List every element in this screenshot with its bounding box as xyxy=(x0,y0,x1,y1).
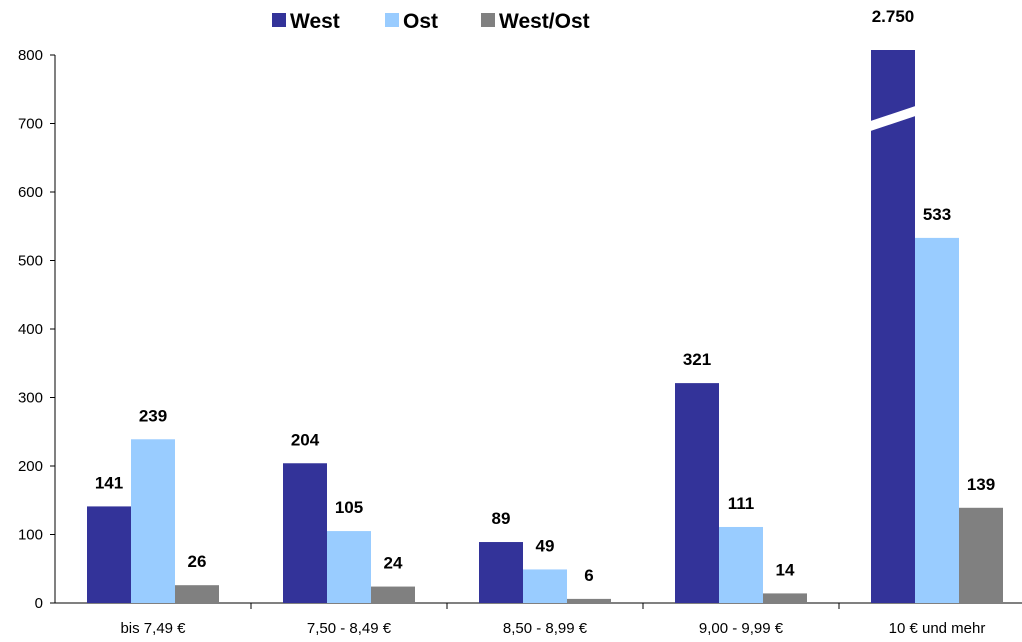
y-tick-label: 300 xyxy=(18,390,43,407)
x-tick-label: 10 € und mehr xyxy=(889,620,986,637)
data-label: 105 xyxy=(335,498,363,517)
data-label: 2.750 xyxy=(872,7,915,26)
data-label: 6 xyxy=(584,566,593,585)
y-tick-label: 200 xyxy=(18,458,43,475)
data-label: 49 xyxy=(536,536,555,555)
data-label: 89 xyxy=(492,509,511,528)
bar-ost xyxy=(327,531,371,603)
data-label: 239 xyxy=(139,406,167,425)
bar-west-ost xyxy=(763,593,807,603)
data-label: 141 xyxy=(95,473,123,492)
bar-west xyxy=(675,383,719,603)
bar-west xyxy=(283,463,327,603)
y-tick-label: 0 xyxy=(35,595,43,612)
data-labels: 141 239 26 204 105 24 89 49 6 321 111 14 2.750 533 139 xyxy=(95,7,995,585)
bar-ost xyxy=(523,569,567,603)
legend-swatch xyxy=(481,13,495,27)
bars xyxy=(87,50,1003,603)
legend-swatch xyxy=(385,13,399,27)
y-tick-label: 500 xyxy=(18,253,43,270)
bar-west xyxy=(871,50,915,603)
y-tick-label: 700 xyxy=(18,116,43,133)
y-tick-label: 400 xyxy=(18,321,43,338)
data-label: 111 xyxy=(728,494,755,513)
legend-label: West/Ost xyxy=(499,10,590,33)
x-axis: bis 7,49 € 7,50 - 8,49 € 8,50 - 8,99 € 9,00… xyxy=(55,602,1022,637)
y-tick-label: 800 xyxy=(18,47,43,64)
data-label: 24 xyxy=(384,554,403,573)
x-tick-label: 7,50 - 8,49 € xyxy=(307,620,392,637)
legend-label: West xyxy=(290,10,340,33)
bar-west-ost xyxy=(371,586,415,603)
x-tick-label: 9,00 - 9,99 € xyxy=(699,620,784,637)
data-label: 321 xyxy=(683,350,711,369)
y-tick-label: 100 xyxy=(18,527,43,544)
legend-label: Ost xyxy=(403,10,438,33)
bar-ost xyxy=(915,237,959,603)
y-tick-label: 600 xyxy=(18,184,43,201)
data-label: 26 xyxy=(188,552,207,571)
x-tick-label: bis 7,49 € xyxy=(120,620,186,637)
bar-west-ost xyxy=(959,507,1003,603)
bar-ost xyxy=(719,526,763,603)
legend-swatch xyxy=(272,13,286,27)
data-label: 204 xyxy=(291,430,320,449)
data-label: 533 xyxy=(923,205,951,224)
data-label: 14 xyxy=(776,560,795,579)
x-tick-label: 8,50 - 8,99 € xyxy=(503,620,588,637)
bar-west-ost xyxy=(567,598,611,603)
y-axis: 0 100 200 300 400 500 600 700 800 xyxy=(18,47,56,612)
bar-west xyxy=(479,542,523,603)
bar-ost xyxy=(131,439,175,603)
legend: West Ost West/Ost xyxy=(272,10,590,33)
bar-west-ost xyxy=(175,585,219,603)
axis-break-mark xyxy=(869,105,917,132)
data-label: 139 xyxy=(967,475,995,494)
bar-west xyxy=(87,506,131,603)
